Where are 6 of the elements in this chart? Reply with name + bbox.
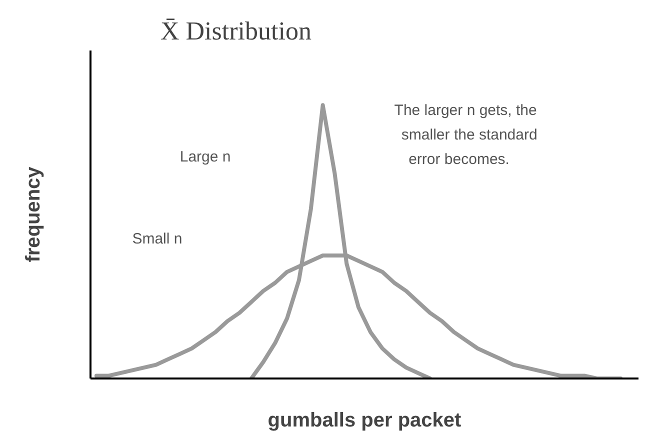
y-axis-title: frequency	[22, 166, 44, 262]
annotation: The larger n gets, the smaller the standard error becomes.	[394, 102, 538, 168]
annotation: Small n	[132, 230, 182, 248]
chart-title: X̄ Distribution	[160, 16, 312, 46]
x-axis-title: gumballs per packet	[268, 410, 462, 432]
annotation: Large n	[180, 148, 231, 166]
